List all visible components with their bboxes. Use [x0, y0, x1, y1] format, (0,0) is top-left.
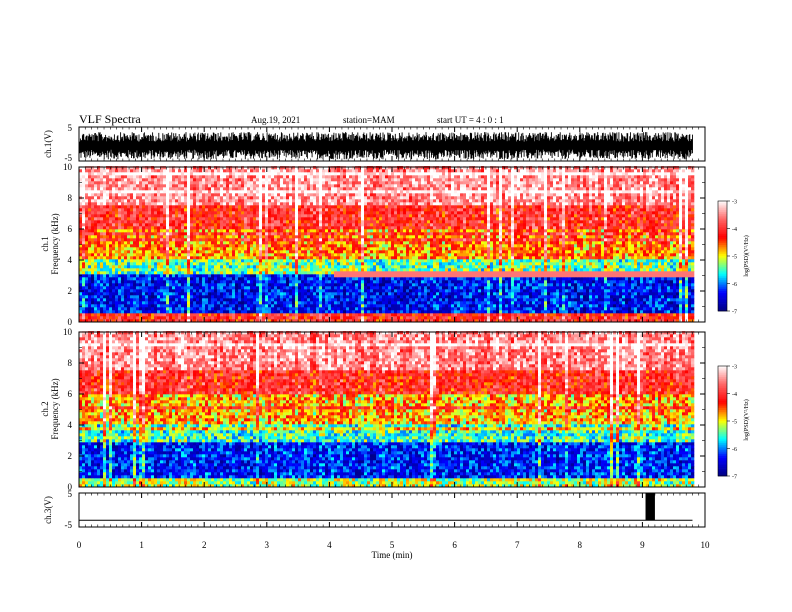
colorbar-tick-label: -3 [732, 365, 737, 371]
ch1-spectrogram-panel: 0 2 4 6 8 10 ch.1 Frequency (kHz) [40, 162, 705, 327]
colorbar-tick-label: -5 [732, 420, 737, 426]
ch3-wave-ylabel: ch.3(V) [43, 496, 53, 524]
time-tick-label: 1 [139, 540, 144, 550]
ch1-spec-ylabel-frequency: Frequency (kHz) [50, 213, 60, 274]
colorbar-tick-label: -6 [732, 282, 737, 288]
ch3-ytick-top: 5 [68, 489, 73, 499]
colorbar-tick-label: -4 [732, 227, 737, 233]
station-label: station=MAM [343, 115, 395, 125]
ch1-waveform-trace [79, 132, 693, 159]
ch1-wave-ylabel: ch.1(V) [43, 130, 53, 158]
ch3-waveform-frame [79, 493, 705, 527]
freq-tick-label: 4 [68, 255, 73, 265]
freq-tick-label: 8 [68, 193, 73, 203]
time-tick-label: 9 [640, 540, 645, 550]
ch2-colorbar: -3 -4 -5 -6 -7 [718, 365, 737, 481]
ch1-ytick-top: 5 [68, 123, 73, 133]
freq-tick-label: 2 [68, 286, 73, 296]
start-time-label: start UT = 4 : 0 : 1 [437, 115, 504, 125]
time-tick-label: 0 [77, 540, 82, 550]
ch2-spectrogram-image [79, 331, 694, 487]
ch1-colorbar-label: log(PSD)(V²/Hz) [743, 235, 750, 276]
time-axis-label: Time (min) [372, 550, 413, 560]
ch1-waveform-panel: 5 -5 ch.1(V) [43, 123, 705, 163]
figure-title: VLF Spectra [79, 112, 141, 126]
ch1-waveform-line [79, 132, 693, 159]
ch3-waveform-panel: 5 -5 ch.3(V) [43, 489, 705, 530]
time-tick-label: 10 [701, 540, 711, 550]
colorbar-tick-label: -5 [732, 255, 737, 261]
ch1-colorbar: -3 -4 -5 -6 -7 [718, 200, 737, 316]
freq-tick-label: 10 [63, 327, 73, 337]
freq-tick-label: 0 [68, 317, 73, 327]
time-tick-label: 4 [327, 540, 332, 550]
ch3-waveform-trace [79, 493, 692, 520]
colorbar-tick-label: -7 [732, 310, 737, 316]
freq-tick-label: 8 [68, 358, 73, 368]
ch1-spec-ylabel-channel: ch.1 [40, 236, 50, 251]
time-tick-label: 7 [515, 540, 520, 550]
ch2-spec-ylabel-channel: ch.2 [40, 401, 50, 416]
date-label: Aug.19, 2021 [251, 115, 300, 125]
colorbar-tick-label: -3 [732, 200, 737, 206]
colorbar-tick-label: -7 [732, 475, 737, 481]
freq-tick-label: 4 [68, 420, 73, 430]
freq-tick-label: 6 [68, 224, 73, 234]
time-tick-label: 8 [578, 540, 583, 550]
time-tick-label: 5 [390, 540, 395, 550]
time-tick-label: 2 [202, 540, 207, 550]
time-tick-label: 3 [265, 540, 270, 550]
time-tick-label: 6 [452, 540, 457, 550]
ch3-ytick-bottom: -5 [65, 520, 73, 530]
ch3-pulse [646, 493, 655, 520]
freq-tick-label: 2 [68, 451, 73, 461]
ch2-colorbar-label: log(PSD)(V²/Hz) [743, 399, 750, 440]
colorbar-tick-label: -4 [732, 392, 737, 398]
colorbar-tick-label: -6 [732, 447, 737, 453]
ch1-spectrogram-image [79, 166, 694, 322]
freq-tick-label: 6 [68, 389, 73, 399]
ch2-spec-ylabel-frequency: Frequency (kHz) [50, 378, 60, 439]
freq-tick-label: 10 [63, 162, 73, 172]
